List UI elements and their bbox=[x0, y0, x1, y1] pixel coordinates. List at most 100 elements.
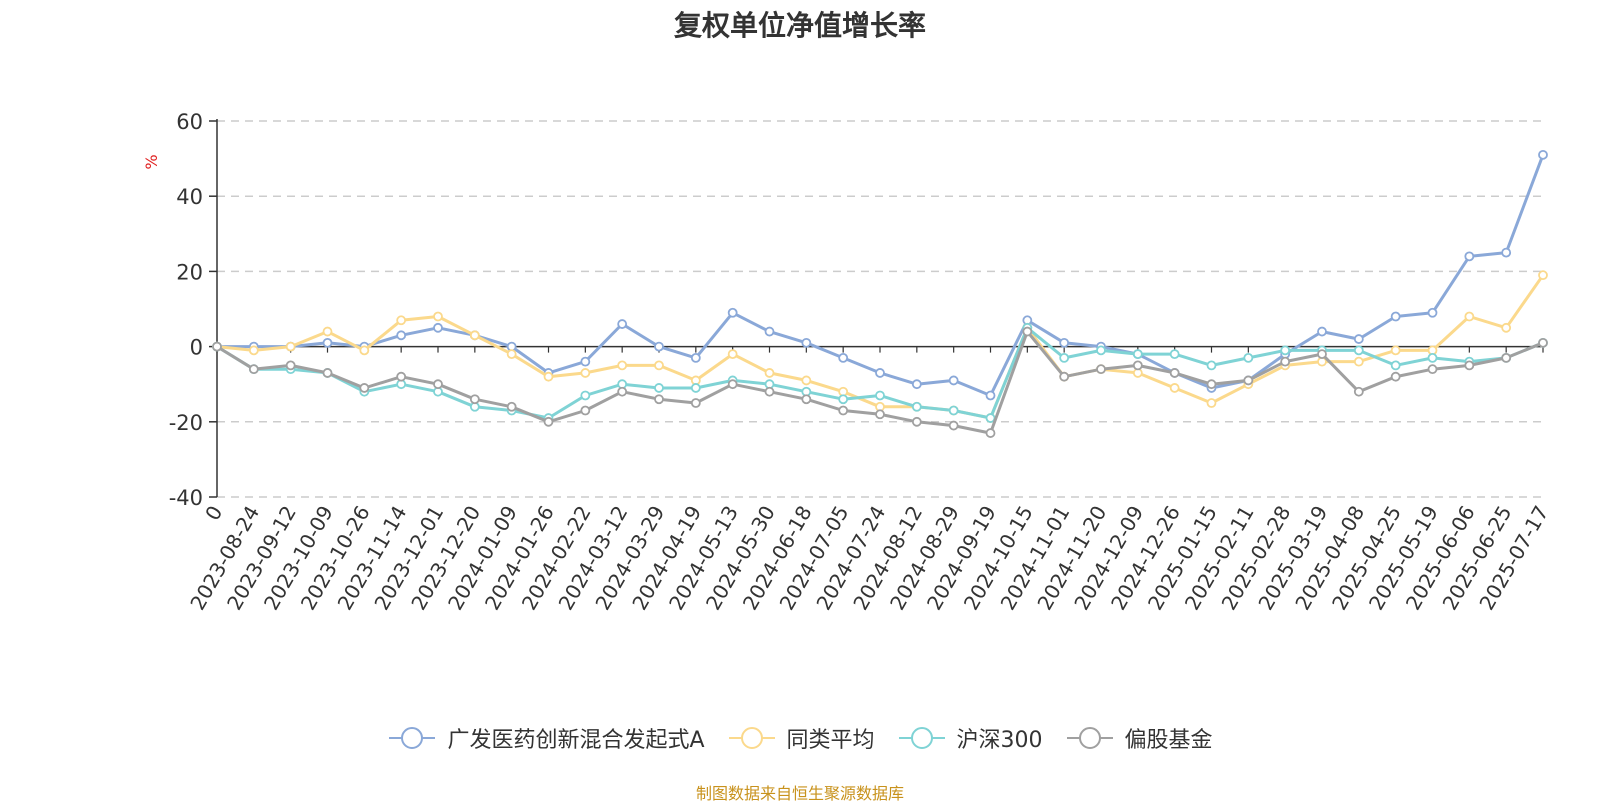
data-point bbox=[1501, 322, 1512, 333]
data-point bbox=[212, 341, 222, 352]
data-point bbox=[1169, 368, 1180, 378]
legend-marker-icon bbox=[1066, 727, 1113, 749]
data-point bbox=[580, 390, 591, 401]
data-point bbox=[359, 383, 370, 393]
data-point bbox=[469, 394, 480, 405]
data-point bbox=[1132, 360, 1143, 371]
data-point bbox=[1427, 364, 1438, 375]
data-point bbox=[1317, 326, 1327, 337]
data-point bbox=[911, 416, 922, 427]
y-axis-unit: % bbox=[142, 154, 161, 169]
data-point bbox=[506, 401, 517, 412]
data-point bbox=[985, 428, 996, 438]
data-point bbox=[396, 371, 407, 382]
data-point bbox=[838, 352, 849, 363]
data-point bbox=[764, 386, 775, 397]
legend-item[interactable]: 偏股基金 bbox=[1065, 722, 1213, 754]
legend-label: 偏股基金 bbox=[1124, 728, 1213, 753]
data-point bbox=[1059, 352, 1070, 363]
y-tick-label: 60 bbox=[176, 110, 203, 134]
data-point bbox=[1464, 311, 1475, 322]
data-point bbox=[1390, 345, 1401, 356]
data-point bbox=[1096, 345, 1106, 356]
data-point bbox=[1353, 345, 1364, 356]
legend-marker-icon bbox=[898, 727, 945, 749]
y-tick-labels: -40 -20 0 20 40 60 bbox=[169, 110, 203, 510]
series-line-0 bbox=[217, 154, 1545, 397]
data-point bbox=[1169, 383, 1180, 393]
legend-label: 沪深300 bbox=[956, 728, 1043, 753]
source-note: 制图数据来自恒生聚源数据库 bbox=[695, 784, 904, 803]
legend-marker-icon bbox=[389, 727, 436, 749]
legend-item[interactable]: 同类平均 bbox=[727, 722, 875, 754]
data-point bbox=[727, 349, 738, 360]
data-point bbox=[654, 394, 664, 405]
data-point bbox=[1427, 307, 1438, 318]
data-point bbox=[654, 383, 664, 393]
data-point bbox=[801, 337, 812, 348]
data-point bbox=[727, 307, 738, 318]
data-point bbox=[985, 390, 996, 401]
line-chart: % -40 -20 0 20 40 60 02023-08-242023-09-12202… bbox=[142, 110, 1553, 614]
data-point bbox=[322, 337, 333, 348]
chart-title: 复权单位净值增长率 bbox=[673, 9, 926, 42]
data-point bbox=[1538, 149, 1548, 160]
data-point bbox=[1390, 311, 1401, 322]
y-tick-label: 20 bbox=[176, 260, 203, 284]
data-point bbox=[433, 379, 443, 390]
legend-label: 广发医药创新混合发起式A bbox=[447, 728, 705, 753]
data-point bbox=[875, 368, 885, 378]
data-point bbox=[948, 375, 959, 386]
legend-item[interactable]: 沪深300 bbox=[897, 722, 1043, 754]
data-point bbox=[1059, 337, 1070, 348]
x-tick-label: 0 bbox=[200, 502, 227, 525]
legend-marker-icon bbox=[728, 727, 775, 749]
data-point bbox=[359, 345, 370, 356]
data-point bbox=[396, 330, 407, 341]
data-point bbox=[948, 405, 959, 416]
y-tick-label: 40 bbox=[176, 185, 203, 209]
data-point bbox=[838, 394, 849, 405]
data-point bbox=[543, 416, 554, 427]
data-point bbox=[690, 383, 701, 393]
data-point bbox=[1280, 356, 1291, 367]
data-point bbox=[1353, 386, 1364, 397]
data-point bbox=[690, 352, 701, 363]
data-point bbox=[617, 386, 628, 397]
y-tick-label: -40 bbox=[169, 486, 203, 510]
data-point bbox=[1353, 356, 1364, 367]
data-point bbox=[1501, 247, 1512, 258]
data-point bbox=[1538, 270, 1548, 281]
data-point bbox=[1169, 349, 1180, 360]
data-point bbox=[875, 390, 885, 401]
data-point bbox=[985, 413, 996, 423]
data-point bbox=[322, 368, 333, 378]
data-point bbox=[617, 319, 628, 329]
data-point bbox=[1022, 326, 1033, 337]
data-point bbox=[875, 409, 885, 420]
legend: 广发医药创新混合发起式A 同类平均 沪深300 偏股基金 bbox=[0, 722, 1600, 754]
data-point bbox=[801, 394, 812, 405]
data-point bbox=[1243, 352, 1254, 363]
data-point bbox=[727, 379, 738, 390]
data-point bbox=[801, 375, 812, 386]
legend-item[interactable]: 广发医药创新混合发起式A bbox=[387, 722, 705, 754]
data-point bbox=[764, 368, 775, 378]
data-point bbox=[580, 368, 591, 378]
data-point bbox=[1353, 334, 1364, 344]
data-point bbox=[1464, 360, 1475, 371]
data-point bbox=[654, 360, 664, 371]
data-point bbox=[1280, 345, 1291, 356]
data-point bbox=[1059, 371, 1070, 382]
data-point bbox=[764, 326, 775, 337]
data-point bbox=[1464, 251, 1475, 262]
data-point bbox=[285, 341, 296, 352]
data-point bbox=[248, 345, 259, 356]
axes bbox=[209, 119, 1544, 498]
data-point bbox=[248, 364, 259, 375]
y-tick-label: -20 bbox=[169, 411, 203, 435]
data-point bbox=[911, 379, 922, 390]
data-point bbox=[1390, 371, 1401, 382]
data-point bbox=[1096, 364, 1106, 375]
data-point bbox=[1538, 337, 1548, 348]
